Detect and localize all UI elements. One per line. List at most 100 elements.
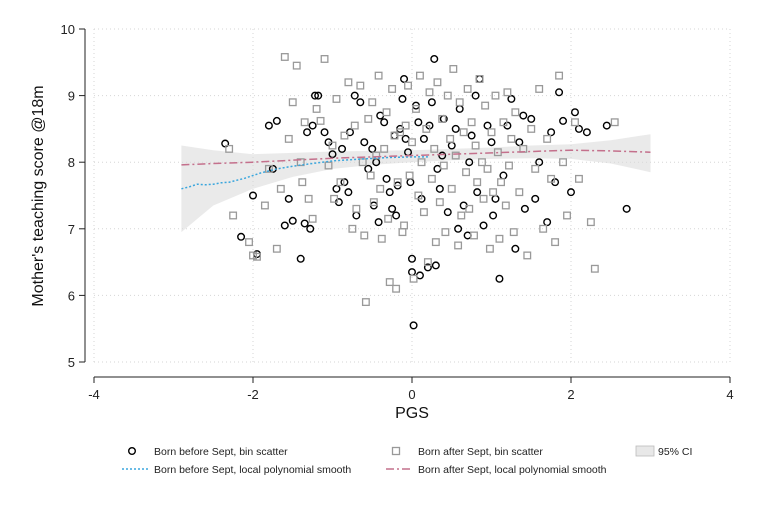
point-before-sept — [602, 121, 611, 130]
point-before-sept — [543, 218, 552, 227]
point-before-sept — [438, 151, 447, 160]
point-before-sept — [443, 208, 452, 217]
point-after-sept — [497, 178, 505, 187]
point-after-sept — [404, 81, 412, 90]
point-after-sept — [435, 198, 444, 207]
point-after-sept — [356, 81, 365, 90]
point-before-sept — [272, 116, 281, 125]
point-before-sept — [350, 91, 359, 100]
point-after-sept — [300, 118, 309, 127]
point-after-sept — [280, 53, 289, 61]
point-after-sept — [292, 61, 301, 70]
point-after-sept — [481, 101, 490, 110]
point-after-sept — [249, 251, 257, 260]
x-tick-label: -2 — [247, 387, 259, 402]
point-after-sept — [348, 224, 357, 233]
point-after-sept — [380, 144, 389, 153]
point-before-sept — [483, 121, 492, 130]
point-after-sept — [369, 198, 378, 207]
point-before-sept — [296, 254, 305, 263]
point-before-sept — [582, 128, 591, 137]
point-after-sept — [312, 104, 321, 113]
point-after-sept — [330, 194, 339, 203]
point-before-sept — [264, 121, 273, 130]
point-before-sept — [489, 211, 498, 220]
legend-item: Born before Sept, local polynomial smoot… — [122, 464, 351, 476]
point-after-sept — [284, 134, 293, 143]
point-before-sept — [547, 128, 556, 137]
point-before-sept — [344, 188, 353, 197]
point-after-sept — [360, 231, 369, 240]
legend-label: Born after Sept, local polynomial smooth — [418, 464, 607, 476]
legend-label: 95% CI — [658, 446, 692, 458]
point-before-sept — [388, 204, 397, 213]
point-before-sept — [527, 114, 536, 123]
legend-item: Born after Sept, local polynomial smooth — [386, 464, 607, 476]
point-before-sept — [495, 274, 504, 283]
point-before-sept — [567, 188, 576, 197]
y-axis-title: Mother's teaching score @18m — [30, 85, 47, 306]
point-after-sept — [449, 65, 458, 73]
point-after-sept — [298, 178, 307, 187]
point-after-sept — [485, 244, 494, 253]
point-before-sept — [511, 244, 520, 253]
point-after-sept — [392, 284, 401, 293]
point-after-sept — [571, 118, 579, 127]
legend-marker-circle — [127, 447, 136, 456]
point-after-sept — [409, 274, 418, 283]
point-after-sept — [539, 224, 548, 233]
point-before-sept — [280, 221, 289, 230]
y-tick-label: 6 — [68, 288, 75, 303]
point-after-sept — [563, 211, 571, 220]
point-after-sept — [264, 164, 273, 173]
line-after-sept — [181, 149, 651, 166]
point-before-sept — [559, 116, 568, 125]
point-after-sept — [457, 211, 466, 220]
point-after-sept — [489, 188, 498, 197]
y-tick-label: 8 — [68, 155, 75, 170]
point-before-sept — [320, 128, 329, 137]
axes: -4 -2 0 2 4 5 6 7 8 9 10 — [61, 22, 734, 402]
point-before-sept — [479, 221, 488, 230]
point-after-sept — [384, 214, 393, 223]
point-after-sept — [451, 151, 460, 160]
point-before-sept — [400, 74, 409, 83]
point-after-sept — [515, 188, 524, 197]
point-before-sept — [570, 108, 579, 117]
point-after-sept — [431, 238, 440, 247]
point-after-sept — [441, 228, 450, 237]
point-before-sept — [311, 91, 320, 100]
point-before-sept — [471, 91, 480, 100]
point-before-sept — [382, 174, 391, 183]
point-after-sept — [531, 164, 540, 173]
point-after-sept — [304, 194, 313, 203]
y-tick-label: 7 — [68, 222, 75, 237]
legend: Born before Sept, bin scatter Born after … — [122, 445, 692, 476]
point-after-sept — [478, 158, 486, 167]
point-before-sept — [314, 91, 323, 100]
point-before-sept — [332, 184, 341, 193]
point-before-sept — [248, 191, 257, 200]
point-before-sept — [423, 263, 432, 272]
point-after-sept — [487, 128, 496, 137]
point-before-sept — [515, 138, 524, 147]
point-after-sept — [412, 104, 420, 113]
x-tick-label: -4 — [88, 387, 100, 402]
point-after-sept — [253, 252, 261, 261]
point-after-sept — [260, 201, 269, 210]
point-after-sept — [405, 171, 414, 180]
point-after-sept — [385, 278, 394, 287]
legend-marker-square — [391, 446, 401, 456]
point-after-sept — [527, 124, 536, 133]
point-before-sept — [340, 178, 349, 187]
point-after-sept — [462, 168, 471, 177]
point-before-sept — [284, 194, 293, 203]
legend-item: Born after Sept, bin scatter — [391, 446, 543, 458]
point-after-sept — [433, 78, 442, 87]
point-after-sept — [495, 234, 504, 243]
point-before-sept — [487, 138, 496, 147]
point-before-sept — [427, 98, 436, 107]
point-before-sept — [288, 216, 297, 225]
point-before-sept — [237, 232, 246, 241]
point-after-sept — [328, 141, 337, 150]
